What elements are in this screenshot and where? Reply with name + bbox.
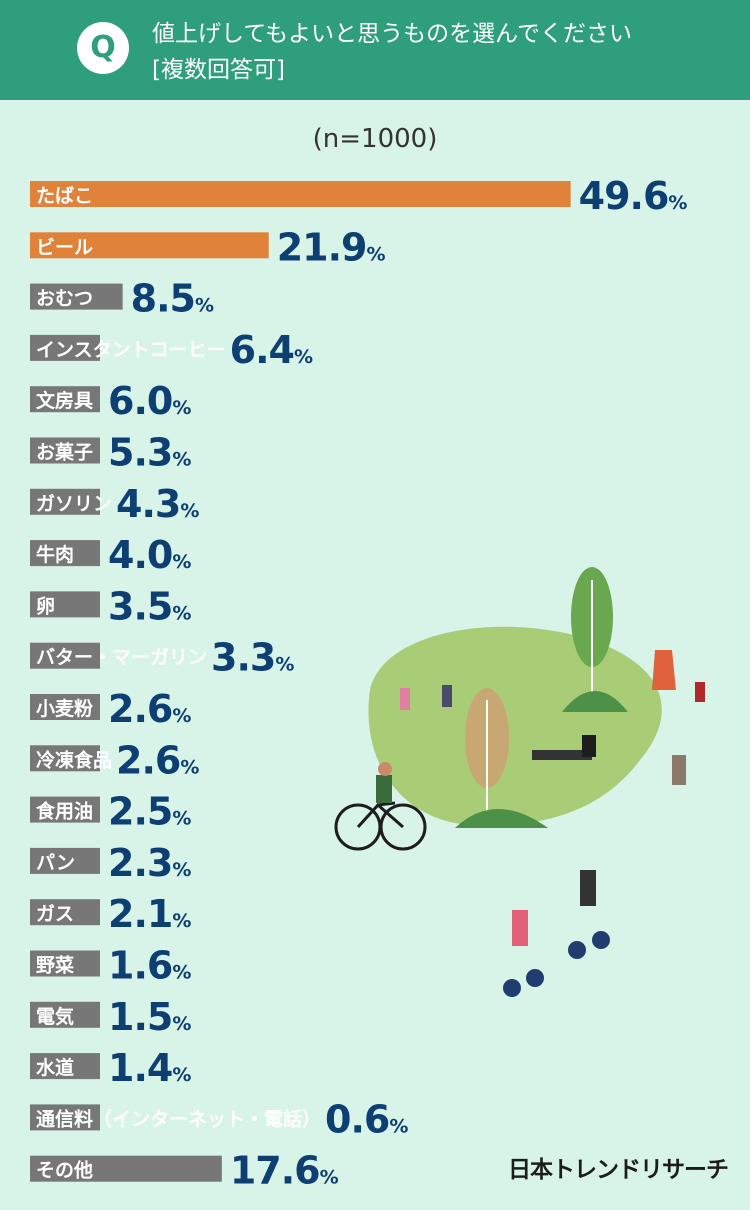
bar-15	[30, 899, 100, 926]
bar-label: 食用油	[36, 800, 93, 823]
bar-label: 野菜	[36, 954, 74, 977]
value-label: 2.5%	[108, 790, 191, 834]
bar-1	[30, 181, 571, 207]
bar-label: 冷凍食品	[36, 748, 112, 771]
value-label: 6.4%	[230, 328, 313, 372]
bar-label: たばこ	[36, 185, 93, 207]
value-label: 0.6%	[325, 1097, 408, 1141]
bar-label: 水道	[36, 1056, 74, 1079]
bar-20	[30, 1155, 222, 1182]
bar-3	[30, 283, 123, 310]
value-label: 4.0%	[108, 533, 191, 577]
bar-16	[30, 950, 100, 977]
value-label: 2.3%	[108, 841, 191, 885]
value-label: 17.6%	[230, 1149, 339, 1193]
bar-label: インスタントコーヒー	[36, 339, 226, 361]
park-illustration	[334, 567, 705, 997]
value-label: 2.1%	[108, 892, 191, 936]
sample-size: (n=1000)	[312, 124, 438, 154]
value-label: 4.3%	[116, 482, 199, 526]
question-note: [複数回答可]	[152, 57, 285, 83]
value-label: 2.6%	[108, 687, 191, 731]
question-header: Q 値上げしてもよいと思うものを選んでください [複数回答可]	[0, 0, 750, 100]
bar-18	[30, 1053, 100, 1080]
bar-label: バター・マーガリン	[36, 647, 207, 669]
value-label: 2.6%	[116, 738, 199, 782]
bar-label: 卵	[36, 594, 55, 617]
value-label: 8.5%	[131, 277, 214, 321]
bar-13	[30, 796, 100, 823]
bar-label: 通信料（インターネット・電話）	[36, 1107, 321, 1130]
bar-label: ガソリン	[36, 493, 112, 515]
value-label: 3.3%	[211, 636, 294, 680]
question-badge: Q	[77, 22, 129, 74]
bar-label: ビール	[36, 236, 93, 258]
bar-7	[30, 488, 100, 515]
bar-label: ガス	[36, 903, 74, 925]
bar-label: 電気	[36, 1005, 74, 1028]
bar-label: その他	[36, 1159, 93, 1182]
bar-9	[30, 591, 100, 618]
bar-4	[30, 334, 100, 361]
value-label: 6.0%	[108, 379, 191, 423]
bar-label: おむつ	[36, 288, 93, 310]
brand-logo: 日本トレンドリサーチ	[508, 1157, 729, 1183]
bar-14	[30, 847, 100, 874]
bar-6	[30, 437, 100, 464]
bar-series: たばこ 49.6% ビール 21.9% おむつ 8.5% インスタントコーヒー 6.4% 文房具…	[30, 174, 688, 1193]
bar-11	[30, 694, 100, 720]
bar-12	[30, 745, 100, 772]
bar-19	[30, 1104, 100, 1131]
bar-8	[30, 540, 100, 567]
bar-label: パン	[36, 852, 75, 874]
value-label: 5.3%	[108, 431, 191, 475]
value-label: 1.4%	[108, 1046, 191, 1090]
value-label: 49.6%	[579, 174, 688, 218]
value-label: 1.6%	[108, 944, 191, 988]
value-label: 21.9%	[277, 225, 386, 269]
bar-5	[30, 386, 100, 413]
bar-label: 小麦粉	[36, 697, 93, 720]
bar-10	[30, 642, 100, 669]
value-label: 3.5%	[108, 584, 191, 628]
bar-label: 牛肉	[36, 543, 74, 566]
bar-label: お菓子	[36, 441, 93, 464]
bar-label: 文房具	[36, 389, 93, 412]
bar-2	[30, 232, 269, 259]
bar-17	[30, 1001, 100, 1028]
value-label: 1.5%	[108, 995, 191, 1039]
question-text: 値上げしてもよいと思うものを選んでください	[152, 21, 633, 47]
